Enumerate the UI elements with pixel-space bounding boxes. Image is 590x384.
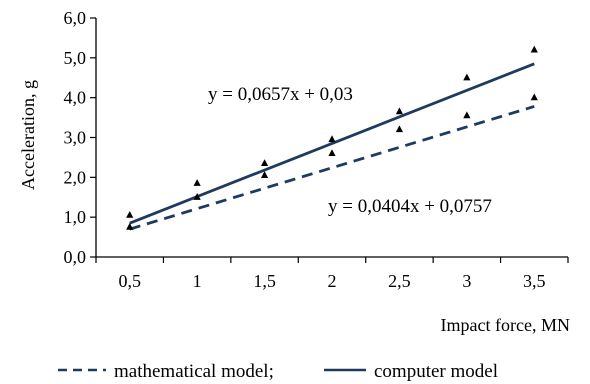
data-point-marker bbox=[193, 179, 201, 186]
axes: 0,0 1,0 2,0 3,0 4,0 5,0 6,0 0,5 1 1,5 2 2,5 3 3,5 bbox=[64, 8, 569, 291]
x-tick-label: 0,5 bbox=[118, 271, 141, 291]
data-point-marker bbox=[126, 222, 134, 230]
y-tick-label: 6,0 bbox=[64, 8, 87, 28]
y-tick-label: 3,0 bbox=[64, 128, 87, 148]
x-tick-label: 1,5 bbox=[253, 271, 276, 291]
data-point-marker bbox=[328, 135, 336, 143]
data-point-marker bbox=[328, 149, 336, 157]
y-tick-label: 2,0 bbox=[64, 167, 87, 187]
y-tick-label: 0,0 bbox=[64, 247, 87, 267]
x-tick-label: 2,5 bbox=[388, 271, 411, 291]
x-tick-label: 2 bbox=[328, 271, 337, 291]
equation-mathematical-model: y = 0,0404x + 0,0757 bbox=[328, 196, 492, 217]
data-point-marker bbox=[463, 73, 471, 81]
data-point-marker bbox=[260, 159, 269, 166]
x-tick-label: 3,5 bbox=[523, 271, 546, 291]
data-point-marker bbox=[126, 210, 134, 218]
data-point-marker bbox=[395, 125, 404, 133]
legend: mathematical model; computer model bbox=[58, 361, 498, 382]
legend-label-mathematical-model: mathematical model; bbox=[114, 361, 274, 382]
y-tick-label: 1,0 bbox=[64, 207, 87, 227]
data-point-marker bbox=[530, 45, 538, 53]
y-tick-label: 5,0 bbox=[64, 48, 87, 68]
data-markers bbox=[126, 45, 538, 230]
equation-computer-model: y = 0,0657x + 0,03 bbox=[208, 84, 353, 105]
x-tick-label: 1 bbox=[193, 271, 202, 291]
y-axis-title: Acceleration, g bbox=[18, 80, 38, 190]
data-point-marker bbox=[193, 193, 201, 200]
trendline-mathematical-model bbox=[129, 105, 535, 231]
legend-label-computer-model: computer model bbox=[374, 361, 498, 382]
x-axis-title: Impact force, MN bbox=[441, 315, 570, 335]
data-point-marker bbox=[260, 171, 269, 178]
data-point-marker bbox=[463, 111, 471, 119]
x-tick-label: 3 bbox=[462, 271, 471, 291]
data-point-marker bbox=[395, 107, 404, 115]
y-tick-label: 4,0 bbox=[64, 88, 87, 108]
data-point-marker bbox=[530, 93, 538, 101]
